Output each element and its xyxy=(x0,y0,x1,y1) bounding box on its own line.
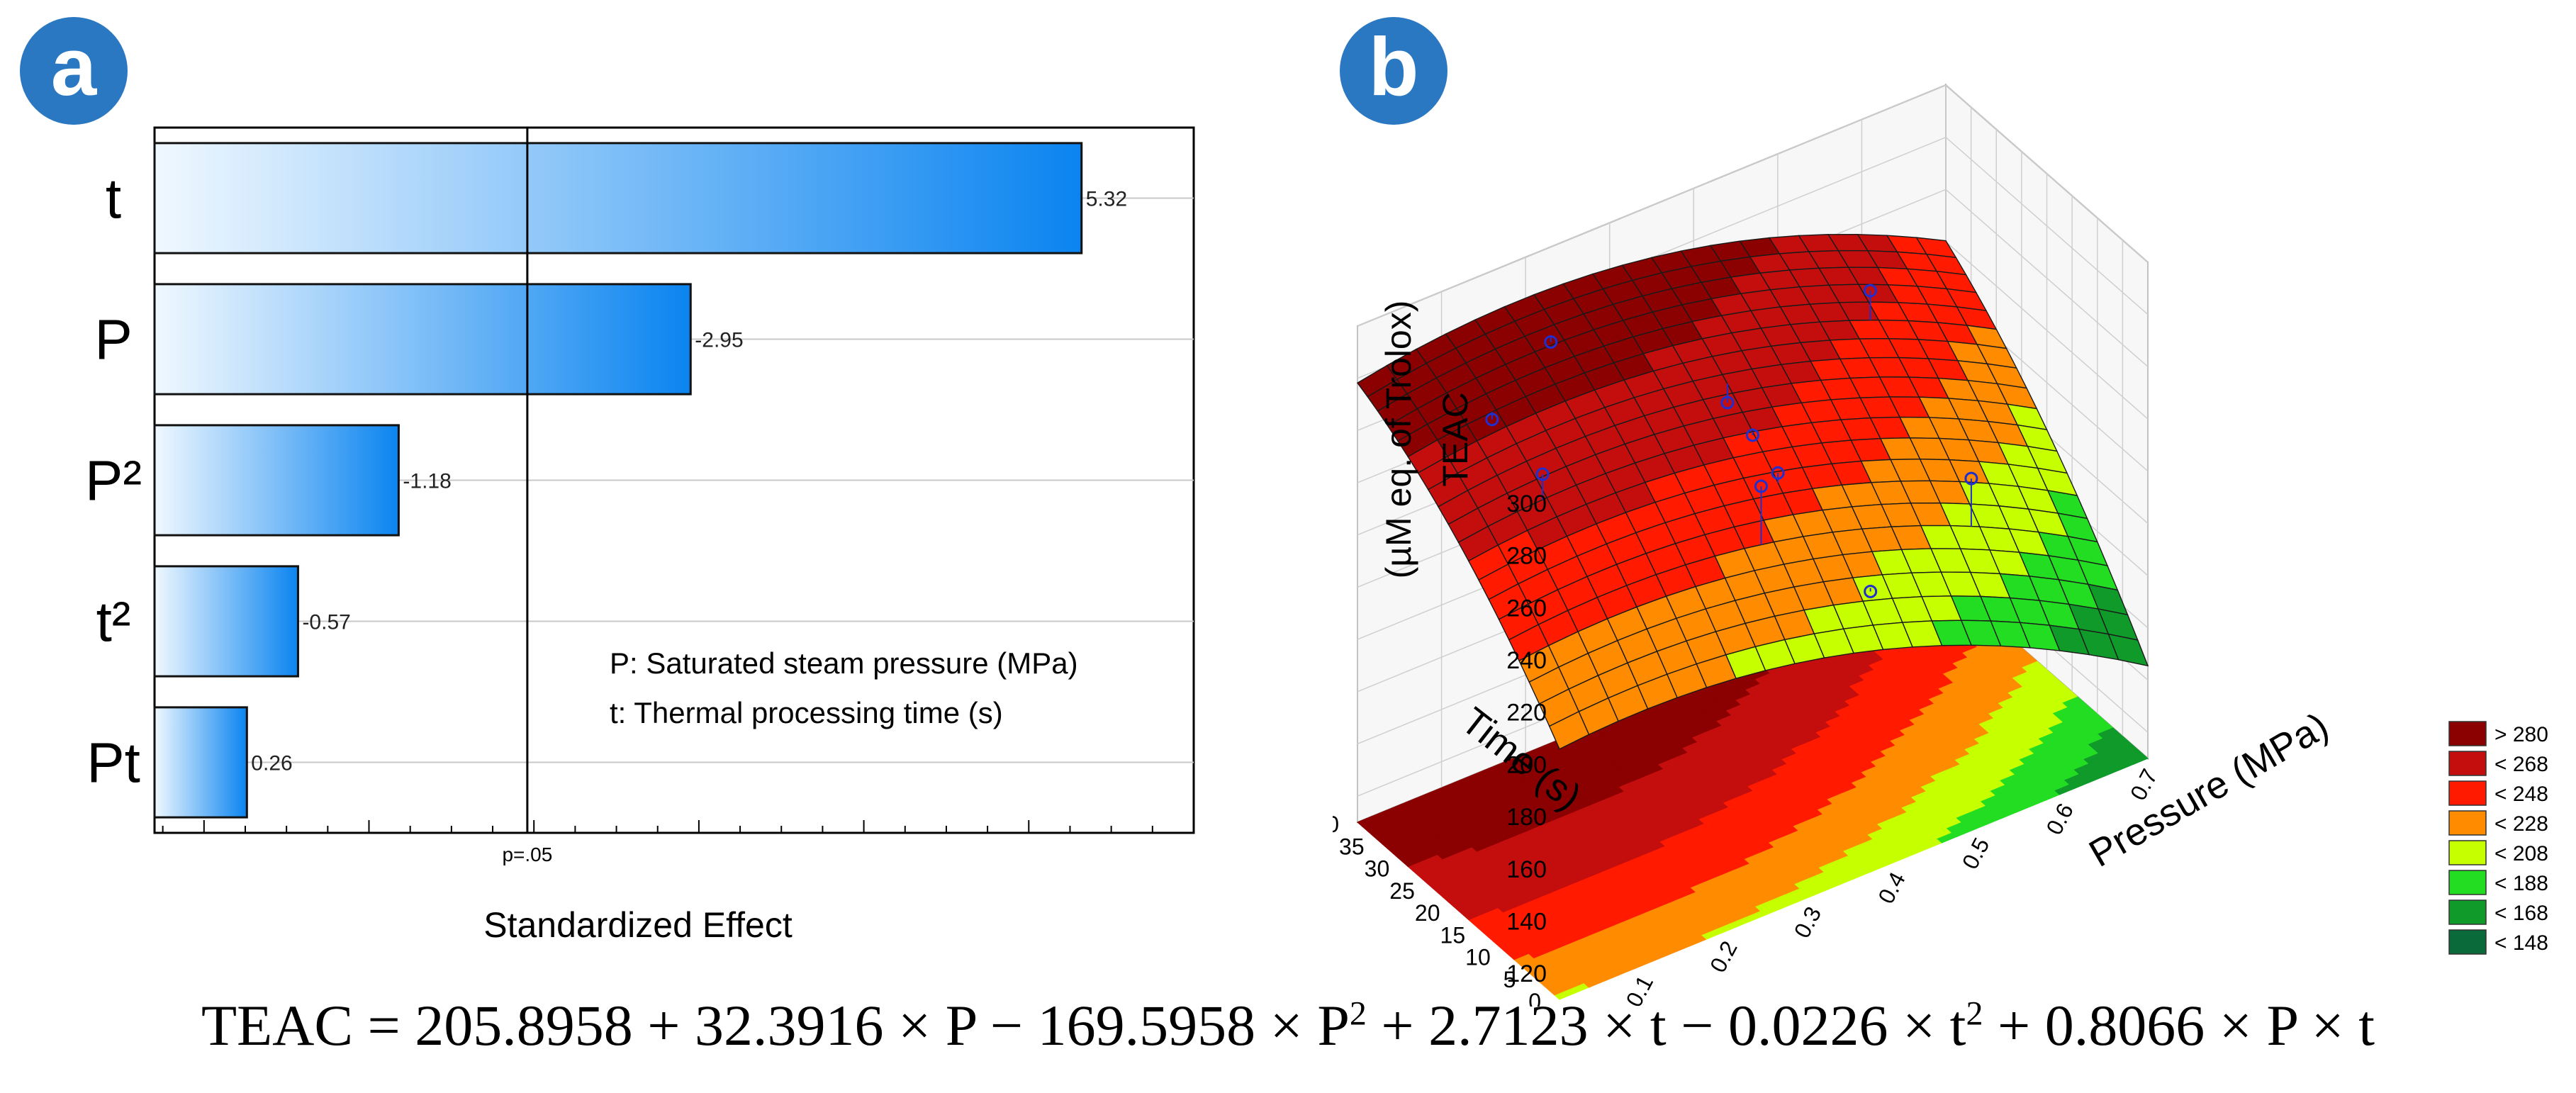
x-tick-label: 0.6 xyxy=(2041,799,2078,839)
legend-swatch xyxy=(2448,751,2487,776)
legend-label: < 268 xyxy=(2494,753,2548,776)
bar-value-label: -1.18 xyxy=(403,470,451,493)
model-equation: TEAC = 205.8958 + 32.3916 × P − 169.5958… xyxy=(0,992,2576,1059)
z-tick-label: 260 xyxy=(1506,595,1547,622)
category-label: P xyxy=(94,308,132,371)
z-tick-label: 300 xyxy=(1506,491,1547,517)
y-tick-label: 5 xyxy=(1503,967,1516,992)
observation-point xyxy=(1964,471,1978,486)
pareto-chart: 5.32 t -2.95 P -1.18 P² -0.57 t² 0.26 Pt p=.05 St… xyxy=(85,126,1195,945)
y-tick-label: 25 xyxy=(1389,878,1415,904)
observation-point xyxy=(1771,466,1785,480)
category-label: Pt xyxy=(86,732,140,795)
bar-value-label: -2.95 xyxy=(695,329,743,352)
observation-point xyxy=(1544,335,1558,349)
x-tick-label: 0.2 xyxy=(1705,937,1742,977)
z-tick-label: 220 xyxy=(1506,700,1547,727)
z-tick-label: 240 xyxy=(1506,647,1547,674)
observation-point xyxy=(1485,413,1499,427)
observation-point xyxy=(1535,467,1550,481)
bar xyxy=(153,424,400,537)
z-tick-label: 120 xyxy=(1506,960,1547,987)
observation-point xyxy=(1746,428,1759,442)
z-tick-label: 140 xyxy=(1506,908,1547,935)
x-tick-label: 0.3 xyxy=(1789,902,1827,942)
legend-label: > 280 xyxy=(2494,723,2548,746)
y-tick-label: 40 xyxy=(1333,812,1339,837)
legend-swatch xyxy=(2448,780,2487,806)
observation-point xyxy=(1720,396,1735,410)
y-tick-label: 35 xyxy=(1339,834,1365,859)
pareto-chart-panel: a 5.32 t -2.95 P -1.18 P² -0.57 t² 0.26 Pt p=.05 … xyxy=(0,0,1219,978)
legend-swatch xyxy=(2448,721,2487,746)
bar-value-label: -0.57 xyxy=(302,611,350,634)
response-surface-chart: 1201401601802002202402602803000.00.10.20… xyxy=(1314,83,2548,1046)
panel-a-badge: a xyxy=(20,17,128,125)
legend-label: < 208 xyxy=(2494,842,2548,865)
category-label: t² xyxy=(96,590,131,654)
bar xyxy=(153,283,692,396)
x-tick-label: 0.5 xyxy=(1957,834,1995,873)
equation-exponent-1: 2 xyxy=(1349,994,1367,1033)
legend-time: t: Thermal processing time (s) xyxy=(610,696,1003,729)
y-tick-label: 30 xyxy=(1365,856,1390,882)
surface-cell xyxy=(1548,710,1590,750)
equation-part-1: TEAC = 205.8958 + 32.3916 × P − 169.5958… xyxy=(201,993,1350,1058)
observation-point xyxy=(1864,584,1878,598)
z-axis-subtitle: (µM eq. of Trolox) xyxy=(1379,301,1418,579)
y-tick-label: 20 xyxy=(1415,900,1440,926)
equation-exponent-2: 2 xyxy=(1966,994,1983,1033)
legend-swatch xyxy=(2448,929,2487,955)
bar xyxy=(153,142,1083,254)
z-tick-label: 160 xyxy=(1506,856,1547,883)
legend-label: < 188 xyxy=(2494,872,2548,895)
legend-swatch xyxy=(2448,840,2487,865)
bar xyxy=(153,706,248,819)
z-tick-label: 200 xyxy=(1506,751,1547,778)
significance-label: p=.05 xyxy=(502,843,552,865)
x-tick-label: 0.4 xyxy=(1873,868,1910,907)
category-label: t xyxy=(106,167,121,230)
bar xyxy=(153,565,299,678)
x-axis-title: Standardized Effect xyxy=(483,905,793,945)
legend-pressure: P: Saturated steam pressure (MPa) xyxy=(610,646,1078,680)
observation-point xyxy=(1863,284,1877,298)
y-tick-label: 15 xyxy=(1440,922,1466,948)
observation-point xyxy=(1754,479,1768,493)
category-label: P² xyxy=(85,449,142,512)
y-tick-label: 10 xyxy=(1465,945,1491,970)
legend-label: < 148 xyxy=(2494,931,2548,955)
legend-swatch xyxy=(2448,810,2487,836)
equation-part-2: + 2.7123 × t − 0.0226 × t xyxy=(1366,993,1966,1058)
legend-swatch xyxy=(2448,870,2487,895)
bar-value-label: 0.26 xyxy=(251,752,292,775)
z-axis-title: TEAC xyxy=(1435,392,1475,486)
panel-b-badge: b xyxy=(1340,17,1447,125)
response-surface-panel: b 1201401601802002202402602803000.00.10.… xyxy=(1314,0,2576,1046)
legend-label: < 228 xyxy=(2494,812,2548,836)
equation-part-3: + 0.8066 × P × t xyxy=(1983,993,2375,1058)
legend-swatch xyxy=(2448,899,2487,925)
legend-label: < 248 xyxy=(2494,783,2548,806)
legend-label: < 168 xyxy=(2494,902,2548,925)
z-tick-label: 280 xyxy=(1506,543,1547,570)
bar-value-label: 5.32 xyxy=(1086,188,1127,211)
z-tick-label: 180 xyxy=(1506,804,1547,831)
